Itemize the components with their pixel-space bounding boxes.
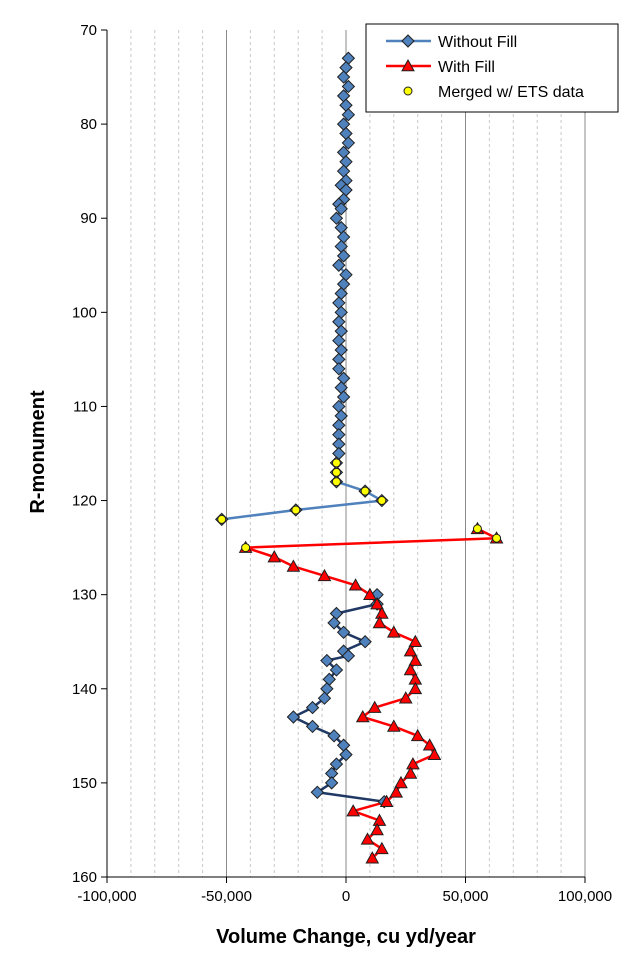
data-point-without-fill [339, 747, 353, 762]
data-point-with-fill [386, 719, 401, 732]
data-point-merged-ets [217, 514, 227, 524]
data-point-merged-ets [472, 524, 482, 534]
data-point-with-fill [394, 775, 408, 789]
data-point-with-fill [355, 709, 370, 723]
data-point-without-fill [286, 710, 301, 724]
legend-label: With Fill [438, 59, 495, 76]
series-layer [215, 51, 504, 864]
data-point-with-fill [375, 606, 389, 619]
data-point-with-fill [410, 728, 425, 742]
y-tick-label: 110 [73, 398, 97, 415]
data-point-with-fill [386, 625, 401, 638]
data-point-without-fill [334, 202, 348, 216]
data-point-with-fill [267, 549, 282, 563]
data-point-without-fill [329, 757, 344, 771]
data-point-with-fill [363, 587, 377, 600]
data-point-with-fill [370, 822, 384, 836]
data-point-merged-ets [331, 458, 341, 468]
data-point-without-fill [324, 776, 339, 790]
x-tick-label: -100,000 [77, 888, 136, 905]
data-point-without-fill [341, 107, 356, 122]
data-point-without-fill [310, 785, 325, 800]
y-tick-label: 80 [80, 116, 97, 133]
data-point-merged-ets [377, 496, 387, 506]
data-point-without-fill [341, 79, 356, 94]
legend: Without Fill With Fill Merged w/ ETS data [365, 23, 619, 113]
data-point-with-fill [370, 597, 384, 610]
data-point-without-fill [327, 616, 341, 630]
data-point-without-fill [336, 70, 351, 84]
y-tick-label: 150 [72, 775, 97, 792]
data-point-without-fill [305, 719, 320, 734]
data-point-without-fill [358, 635, 372, 649]
data-point-with-fill [367, 700, 382, 713]
x-tick-label: 0 [342, 888, 350, 905]
data-point-without-fill [336, 390, 351, 404]
data-point-with-fill [317, 568, 332, 582]
data-point-with-fill [403, 644, 418, 657]
y-tick-label: 120 [72, 493, 97, 510]
data-point-with-fill [422, 738, 437, 751]
data-point-with-fill [406, 757, 420, 770]
data-point-merged-ets [291, 505, 301, 515]
data-point-merged-ets [331, 467, 341, 477]
data-point-merged-ets [331, 477, 341, 487]
axis-layer: 70 80 90 100 110 120 130 140 150 160 -100,000 -50,0… [72, 22, 612, 905]
y-tick-label: 130 [72, 587, 97, 604]
data-point-with-fill [348, 578, 363, 591]
legend-label: Merged w/ ETS data [438, 84, 584, 101]
data-point-with-fill [372, 813, 387, 826]
data-point-with-fill [403, 662, 418, 676]
data-point-without-fill [332, 258, 346, 272]
data-point-merged-ets [492, 533, 502, 543]
data-point-with-fill [286, 559, 301, 572]
data-point-with-fill [403, 766, 418, 779]
data-point-without-fill [336, 625, 351, 640]
legend-marker [401, 34, 415, 48]
data-point-with-fill [408, 653, 423, 666]
y-tick-label: 90 [80, 210, 97, 227]
data-point-with-fill [346, 804, 361, 817]
data-point-with-fill [375, 841, 389, 855]
data-point-without-fill [332, 362, 346, 376]
data-point-with-fill [398, 691, 413, 704]
legend-label: Without Fill [438, 34, 517, 51]
y-tick-label: 160 [72, 869, 97, 886]
data-point-without-fill [327, 729, 341, 743]
data-point-merged-ets [241, 543, 251, 553]
data-point-without-fill [305, 700, 320, 715]
data-point-merged-ets [360, 486, 370, 496]
data-point-with-fill [427, 747, 442, 760]
data-point-with-fill [360, 832, 375, 845]
data-point-without-fill [341, 649, 356, 663]
y-tick-label: 140 [72, 681, 97, 698]
data-point-without-fill [341, 136, 356, 150]
legend-marker [403, 86, 413, 96]
data-point-without-fill [317, 691, 332, 705]
y-tick-label: 100 [72, 304, 97, 321]
x-tick-label: 100,000 [558, 888, 612, 905]
x-tick-label: -50,000 [201, 888, 252, 905]
legend-marker [401, 58, 415, 72]
data-point-without-fill [329, 211, 344, 225]
data-point-with-fill [372, 615, 387, 629]
x-axis-label: Volume Change, cu yd/year [216, 926, 476, 948]
data-point-without-fill [329, 663, 344, 677]
data-point-with-fill [389, 785, 404, 798]
data-point-with-fill [408, 634, 423, 648]
data-point-without-fill [320, 653, 334, 668]
y-axis-label: R-monument [27, 390, 49, 514]
data-point-with-fill [408, 681, 423, 695]
y-tick-label: 70 [80, 22, 97, 39]
data-point-with-fill [365, 851, 380, 864]
data-point-with-fill [379, 794, 394, 808]
data-point-without-fill [336, 249, 351, 263]
x-tick-label: 50,000 [443, 888, 489, 905]
